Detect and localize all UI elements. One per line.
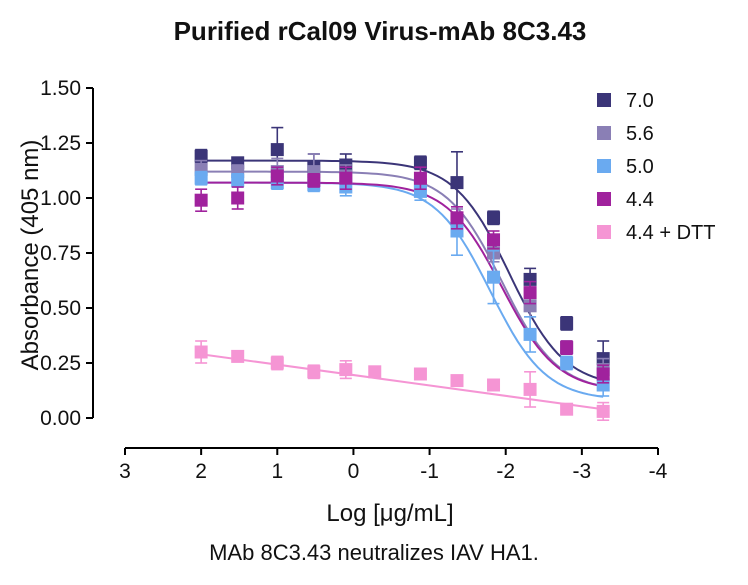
data-point: [596, 378, 610, 392]
x-tick-label: -1: [420, 460, 439, 483]
legend-marker: [597, 93, 611, 107]
fit-curve: [201, 181, 604, 388]
data-point: [560, 341, 574, 355]
y-tick-label: 0.50: [40, 297, 81, 320]
x-tick-label: -4: [649, 460, 668, 483]
data-point: [450, 176, 464, 190]
x-tick-label: -2: [496, 460, 515, 483]
data-point: [450, 374, 464, 388]
fit-curves: [200, 159, 604, 411]
data-point: [450, 224, 464, 238]
data-point: [487, 378, 501, 392]
data-point: [339, 363, 353, 377]
data-point: [413, 367, 427, 381]
y-tick-label: 1.25: [40, 132, 81, 155]
figure-caption: MAb 8C3.43 neutralizes IAV HA1.: [209, 540, 539, 565]
data-point: [231, 173, 245, 187]
data-point: [523, 382, 537, 396]
y-tick-label: 0.00: [40, 407, 81, 430]
data-point: [231, 349, 245, 363]
data-point: [413, 171, 427, 185]
axes: 0.00 0.25 0.50 0.75 1.00 1.25 1.50 3 2 1 0 -1 -2 -3 -4: [40, 77, 668, 483]
fit-curve: [200, 353, 604, 411]
y-tick-label: 1.00: [40, 187, 81, 210]
legend-label: 5.0: [626, 156, 654, 178]
data-point: [194, 171, 208, 185]
y-tick-label: 1.50: [40, 77, 81, 100]
series-points: [194, 340, 610, 422]
chart: Purified rCal09 Virus-mAb 8C3.43 0.00 0.2…: [17, 16, 715, 527]
data-point: [231, 191, 245, 205]
data-point: [487, 233, 501, 247]
fit-curve: [201, 159, 604, 381]
legend-label: 7.0: [626, 90, 654, 112]
data-point: [194, 149, 208, 163]
data-point: [560, 356, 574, 370]
data-point: [523, 286, 537, 300]
data-point: [270, 169, 284, 183]
data-point: [413, 184, 427, 198]
data-point: [523, 272, 537, 286]
fit-curve: [201, 170, 604, 388]
legend-marker: [597, 192, 611, 206]
data-point: [487, 211, 501, 225]
legend-label: 4.4: [626, 189, 654, 211]
chart-title: Purified rCal09 Virus-mAb 8C3.43: [174, 16, 587, 46]
data-points: [194, 126, 610, 422]
data-point: [270, 356, 284, 370]
data-point: [339, 171, 353, 185]
x-axis-label: Log [μg/mL]: [326, 500, 453, 527]
data-point: [596, 367, 610, 381]
data-point: [368, 365, 382, 379]
x-tick-label: 3: [119, 460, 131, 483]
legend-marker: [597, 225, 611, 239]
x-tick-label: 0: [348, 460, 360, 483]
legend-label: 4.4 + DTT: [626, 222, 715, 244]
data-point: [194, 193, 208, 207]
x-tick-label: 2: [195, 460, 207, 483]
legend-marker: [597, 159, 611, 173]
fit-curve: [201, 181, 604, 398]
legend-marker: [597, 126, 611, 140]
data-point: [194, 345, 208, 359]
data-point: [523, 299, 537, 313]
data-point: [596, 404, 610, 418]
legend-label: 5.6: [626, 123, 654, 145]
y-tick-label: 0.25: [40, 352, 81, 375]
legend: 7.0 5.6 5.0 4.4 4.4 + DTT: [597, 90, 715, 244]
data-point: [523, 327, 537, 341]
y-axis-label: Absorbance (405 nm): [17, 140, 44, 371]
x-tick-label: 1: [271, 460, 283, 483]
data-point: [487, 270, 501, 284]
data-point: [307, 365, 321, 379]
data-point: [450, 211, 464, 225]
data-point: [307, 173, 321, 187]
series-points: [194, 166, 610, 384]
data-point: [560, 402, 574, 416]
x-tick-label: -3: [573, 460, 592, 483]
data-point: [560, 316, 574, 330]
y-tick-label: 0.75: [40, 242, 81, 265]
data-point: [270, 143, 284, 157]
data-point: [413, 156, 427, 170]
